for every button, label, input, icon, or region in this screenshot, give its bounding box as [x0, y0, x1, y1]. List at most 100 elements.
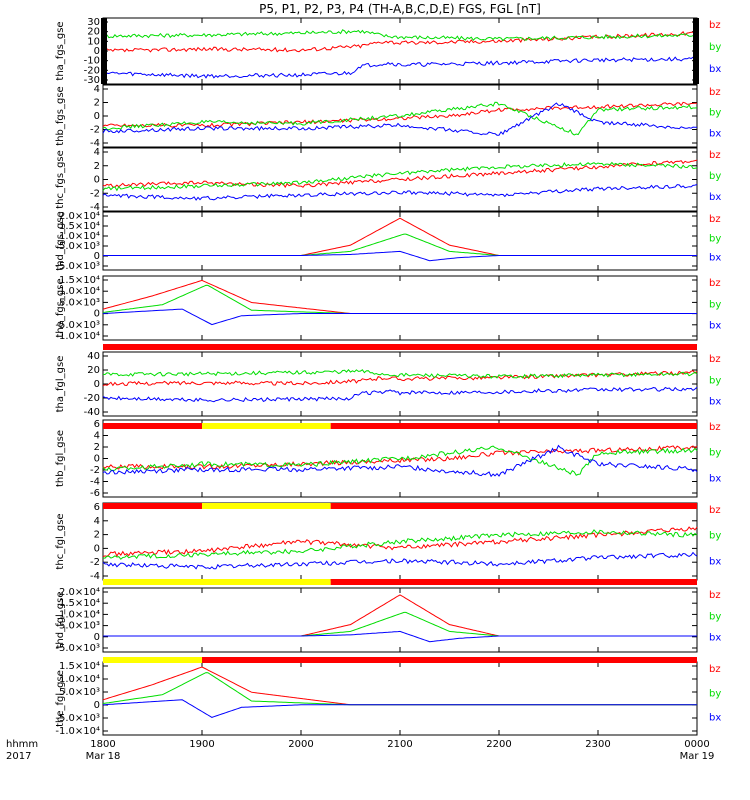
series-bz-line [102, 279, 697, 314]
y-tick-label: 5.0×10³ [59, 687, 100, 698]
y-tick-label: 1.5×10⁴ [59, 661, 100, 672]
y-axis-label: thb_fgs_gse [55, 86, 66, 145]
series-bz-line [102, 666, 697, 706]
quality-flag-bar [330, 423, 697, 429]
quality-flag-bar [202, 657, 697, 663]
y-tick-label: -4 [90, 477, 100, 488]
y-axis-label: the_fgs_gse [55, 278, 66, 337]
y-tick-label: 5.0×10³ [59, 621, 100, 632]
series-by-line [102, 529, 698, 560]
y-tick-label: -5.0×10³ [55, 643, 100, 654]
y-axis-label: tha_fgl_gse [55, 356, 66, 413]
series-by-line [102, 101, 698, 136]
legend-bx: bx [709, 192, 721, 203]
legend-by: by [709, 448, 721, 459]
quality-flag-bar [103, 423, 202, 429]
legend-bx: bx [709, 64, 721, 75]
series-bx-line [102, 308, 697, 326]
panel-frame [102, 351, 698, 417]
quality-flag-bar [103, 503, 202, 509]
y-tick-label: -1.0×10⁴ [55, 331, 100, 342]
x-axis: 1800 1900 2000 2100 2200 2300 0000 Mar 18 Mar 19… [6, 739, 714, 762]
legend-bz: bz [709, 214, 721, 225]
y-tick-label: 1.5×10⁴ [59, 275, 100, 286]
y-tick-label: 20 [87, 365, 100, 376]
y-tick-label: -6 [90, 488, 100, 499]
series-bx-line [102, 102, 698, 136]
y-tick-label: -10 [84, 56, 100, 67]
series-bz-line [102, 159, 698, 189]
legend-bz: bz [709, 150, 721, 161]
panel-frame [102, 661, 698, 736]
x-tick-label: 2300 [585, 739, 610, 750]
data-gap-marker [101, 18, 107, 84]
y-tick-label: 0 [94, 46, 100, 57]
series-bx-line [102, 184, 698, 201]
x-date-label: Mar 19 [680, 751, 715, 762]
y-tick-label: -2 [90, 465, 100, 476]
y-tick-label: -20 [84, 393, 100, 404]
legend-bx: bx [709, 397, 721, 408]
y-tick-label: -2 [90, 557, 100, 568]
y-tick-label: 0 [94, 632, 100, 643]
quality-flag-bar [103, 657, 202, 663]
panel-5: 1.5×10⁴1.0×10⁴5.0×10³0-5.0×10³-1.0×10⁴th… [55, 275, 721, 342]
y-tick-label: -4 [90, 138, 100, 149]
legend-bz: bz [709, 278, 721, 289]
y-tick-label: 1.0×10⁴ [59, 609, 100, 620]
legend-bx: bx [709, 633, 721, 644]
y-tick-label: 1.5×10⁴ [59, 221, 100, 232]
panel-2: 4 2 0 -2 -4 thb_fgs_gse bz by bx [55, 84, 721, 149]
y-axis-label: thb_fgl_gse [55, 430, 66, 487]
x-date-label: Mar 18 [86, 751, 121, 762]
series-by-line [102, 369, 698, 379]
y-tick-label: -5.0×10³ [55, 713, 100, 724]
y-tick-label: 1.0×10⁴ [59, 231, 100, 242]
data-gap-marker [693, 18, 699, 84]
series-bx-line [102, 56, 698, 79]
series-by-line [102, 161, 698, 192]
quality-flag-bar [202, 423, 331, 429]
series-by-line [102, 29, 698, 42]
y-tick-label: -2 [90, 188, 100, 199]
series-bx-line [103, 630, 697, 643]
legend-by: by [709, 108, 721, 119]
legend-by: by [709, 375, 721, 386]
y-tick-label: 2.0×10⁴ [59, 211, 100, 222]
legend-bx: bx [709, 713, 721, 724]
y-axis-label: the_fgl_gse [55, 670, 66, 727]
series-by-line [103, 611, 697, 637]
legend-bx: bx [709, 321, 721, 332]
y-tick-label: -30 [84, 75, 100, 86]
y-tick-label: 1.0×10⁴ [59, 674, 100, 685]
y-tick-label: 6 [94, 419, 100, 430]
series-bz-line [103, 217, 697, 256]
legend-by: by [709, 531, 721, 542]
legend-by: by [709, 688, 721, 699]
legend-by: by [709, 611, 721, 622]
legend-by: by [709, 42, 721, 53]
series-bz-line [102, 370, 698, 387]
legend-by: by [709, 171, 721, 182]
series-by-line [102, 284, 697, 314]
panel-frame [102, 84, 698, 148]
legend-bz: bz [709, 664, 721, 675]
chart-title: P5, P1, P2, P3, P4 (TH-A,B,C,D,E) FGS, F… [259, 2, 541, 16]
series-bz-line [102, 445, 698, 470]
y-axis-label: tha_fgs_gse [55, 21, 66, 80]
y-tick-label: 40 [87, 351, 100, 362]
panel-6: 40 20 0 -20 -40 tha_fgl_gse bz by bx [55, 351, 721, 418]
y-tick-label: 1.5×10⁴ [59, 598, 100, 609]
y-tick-label: 0 [94, 543, 100, 554]
panel-3: 4 2 0 -2 -4 thc_fgs_gse bz by bx [55, 147, 721, 213]
series-bz-line [102, 31, 698, 53]
y-axis-label: thc_fgs_gse [55, 150, 66, 209]
y-tick-label: 2 [94, 530, 100, 541]
x-tick-label: 2100 [387, 739, 412, 750]
y-tick-label: 4 [94, 84, 100, 95]
y-tick-label: 2 [94, 161, 100, 172]
y-tick-label: 0 [94, 454, 100, 465]
legend-bx: bx [709, 128, 721, 139]
y-tick-label: -20 [84, 65, 100, 76]
